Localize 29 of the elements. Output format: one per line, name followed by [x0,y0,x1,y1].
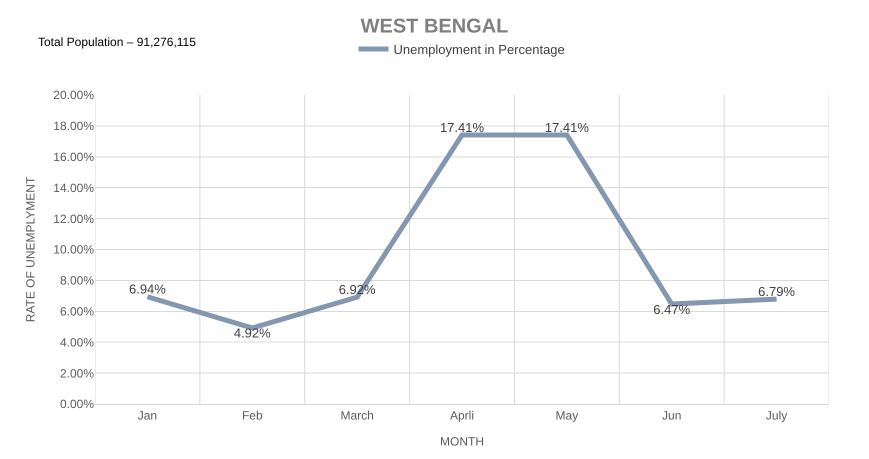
y-tick-label: 18.00% [53,119,94,134]
data-label: 6.47% [653,302,691,317]
y-axis-title: RATE OF UNEMPLYMENT [24,176,38,322]
data-label: 17.41% [544,120,590,135]
x-tick-label: Jan [138,408,158,422]
y-tick-label: 12.00% [53,212,94,226]
y-tick-label: 16.00% [53,150,94,164]
data-label: 4.92% [234,326,272,341]
x-tick-label: July [766,408,788,422]
y-tick-label: 2.00% [60,366,94,380]
y-tick-label: 0.00% [60,397,94,412]
data-label: 6.94% [128,282,166,297]
x-tick-label: May [556,408,578,422]
y-tick-label: 10.00% [53,242,94,257]
x-tick-label: Aprli [450,408,474,422]
y-tick-label: 6.00% [60,304,94,318]
y-tick-label: 8.00% [60,274,94,288]
text: Total Population – 91,276,115 [38,35,196,49]
x-tick-label: Feb [242,408,263,422]
chart-title: WEST BENGAL [360,15,508,38]
x-tick-label: March [340,408,374,422]
y-tick-label: 4.00% [60,335,94,350]
y-tick-label: 20.00% [53,88,94,102]
legend-label: Unemployment in Percentage [394,42,565,58]
y-tick-label: 14.00% [53,180,94,195]
data-label: 17.41% [440,120,484,135]
x-axis-title: MONTH [440,434,484,448]
x-tick-label: Jun [662,408,682,422]
data-label: 6.79% [758,284,796,299]
